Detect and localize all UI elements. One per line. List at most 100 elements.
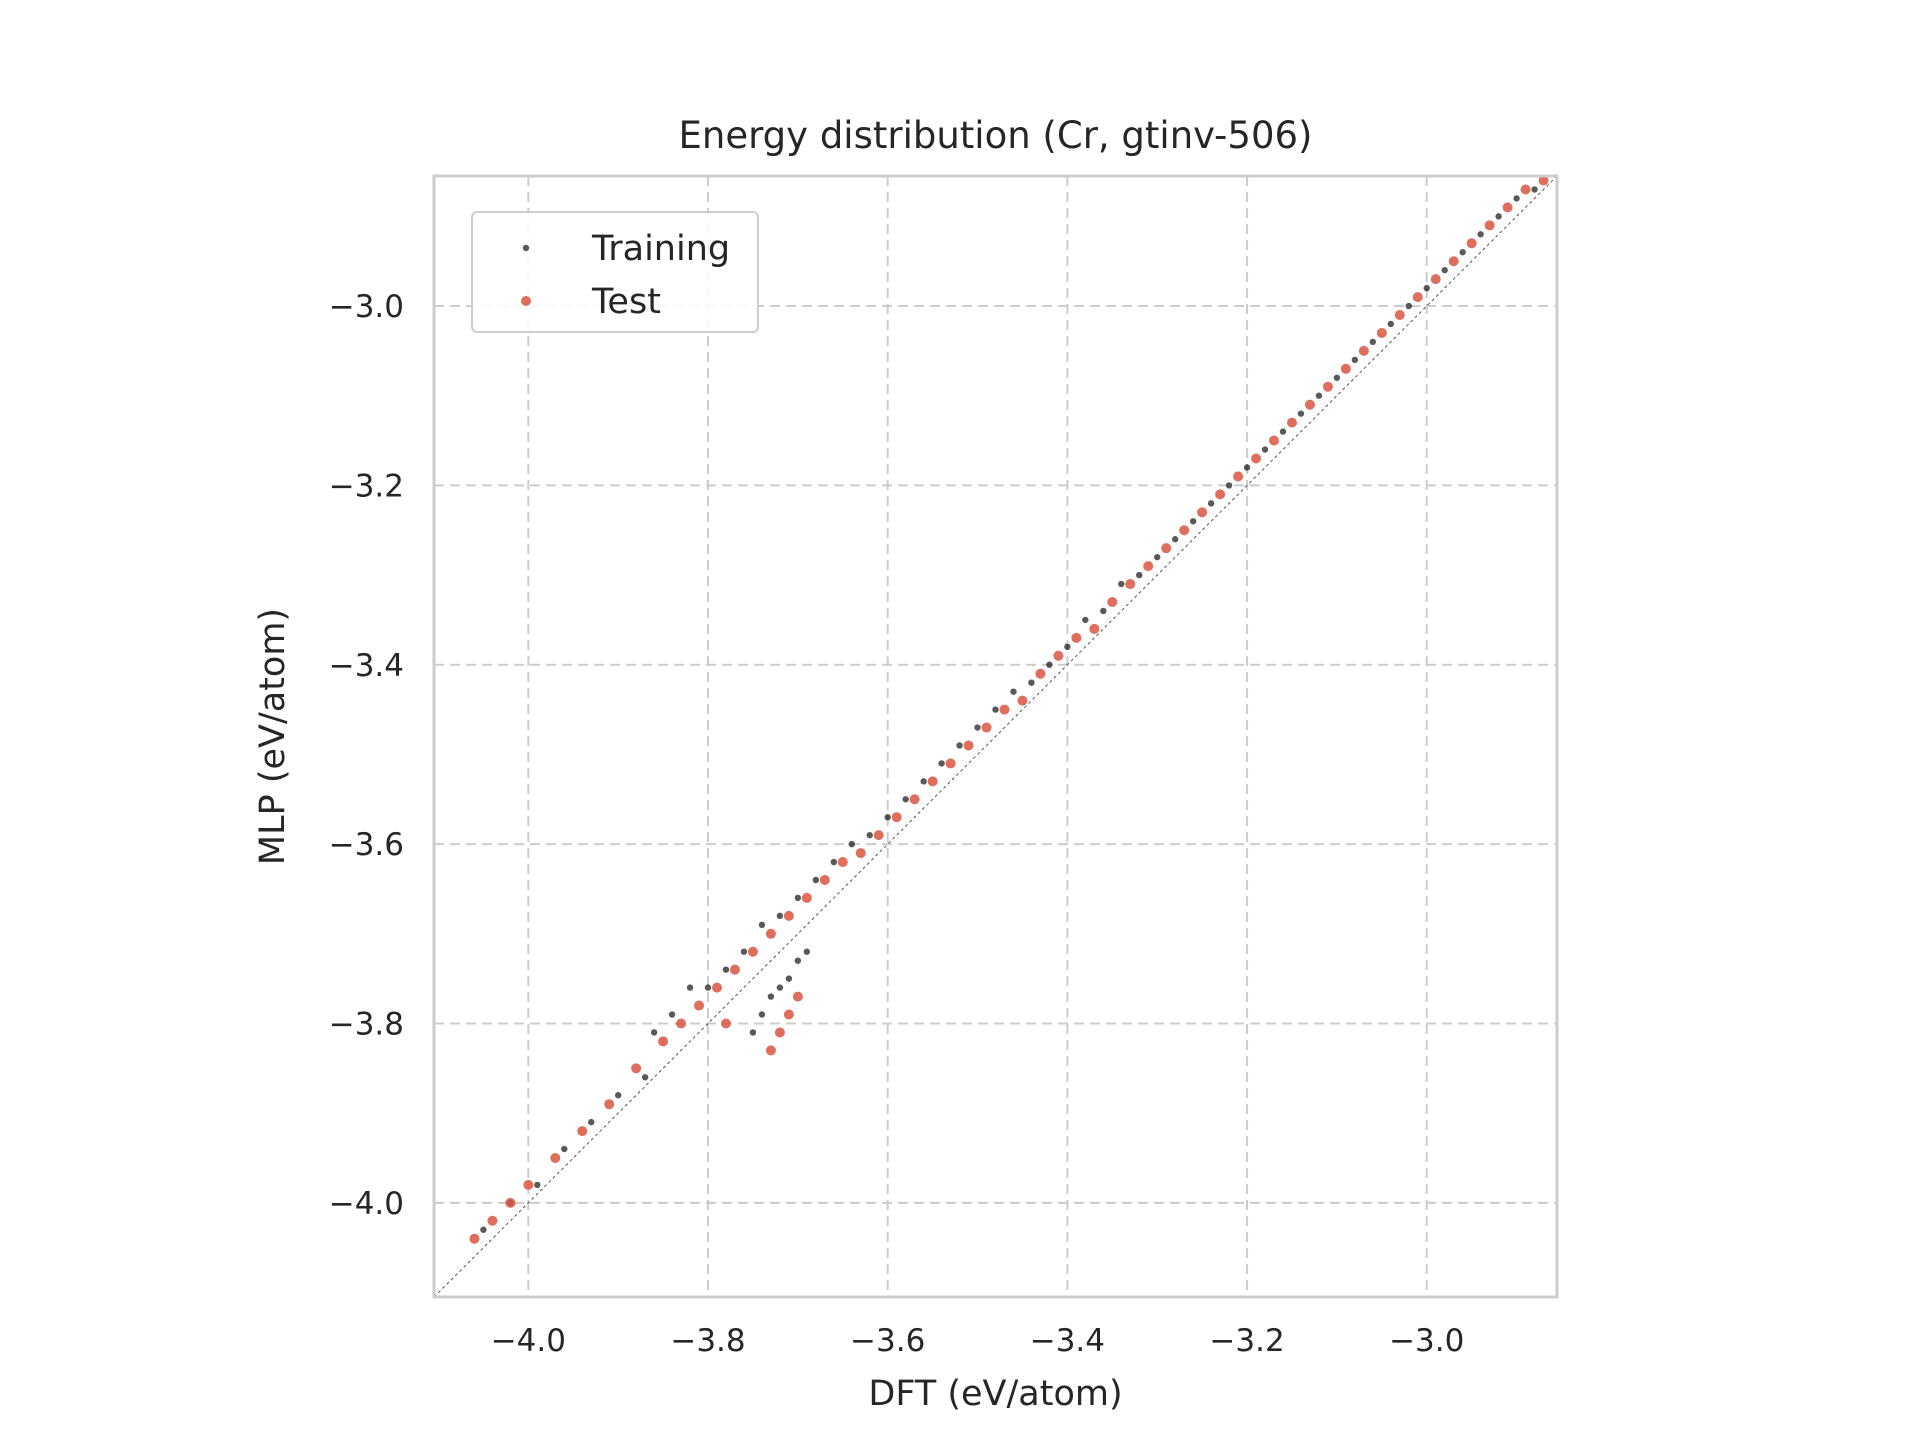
training-point	[767, 993, 775, 1000]
test-point	[1466, 238, 1477, 249]
training-point	[902, 796, 909, 803]
training-point	[686, 984, 694, 991]
training-point	[1046, 661, 1053, 668]
training-point	[758, 1011, 766, 1018]
test-point	[550, 1152, 561, 1163]
training-point	[668, 1011, 676, 1018]
training-point	[704, 984, 712, 991]
test-point	[523, 1179, 534, 1190]
training-point	[1100, 607, 1107, 615]
training-point	[776, 984, 784, 991]
legend-marker-training	[522, 244, 530, 252]
test-point	[1502, 202, 1513, 213]
test-point	[694, 1000, 705, 1011]
test-point	[1161, 543, 1172, 554]
y-tick-label: −4.0	[329, 1186, 404, 1222]
test-point	[774, 1027, 785, 1038]
training-point	[758, 921, 766, 929]
training-point	[803, 948, 811, 955]
x-tick-label: −3.2	[1209, 1323, 1284, 1359]
test-point	[1340, 363, 1351, 374]
test-point	[1125, 579, 1136, 590]
x-tick-label: −3.6	[850, 1323, 925, 1359]
test-point	[783, 910, 794, 921]
training-point	[1261, 446, 1269, 453]
test-point	[631, 1063, 642, 1074]
training-point	[1423, 284, 1430, 292]
training-point	[1513, 195, 1520, 202]
training-point	[1243, 464, 1251, 471]
test-point	[1286, 417, 1297, 428]
y-tick-label: −3.6	[329, 827, 404, 863]
training-point	[1459, 249, 1466, 256]
training-point	[1171, 536, 1179, 543]
test-point	[676, 1018, 687, 1029]
training-point	[776, 912, 784, 920]
reference-line	[433, 175, 1558, 1298]
legend: Training Test	[471, 211, 759, 333]
test-point	[1179, 525, 1190, 536]
training-point	[1369, 338, 1377, 346]
training-point	[588, 1118, 595, 1126]
training-point	[534, 1181, 541, 1189]
test-point	[891, 812, 902, 823]
training-point	[1387, 320, 1394, 328]
training-point	[848, 840, 855, 848]
training-point	[650, 1029, 658, 1036]
test-point	[765, 1045, 776, 1056]
x-tick-label: −3.0	[1389, 1323, 1464, 1359]
test-point	[469, 1233, 480, 1244]
x-tick-labels: −4.0 −3.8 −3.6 −3.4 −3.2 −3.0	[491, 1323, 1465, 1359]
grid	[434, 176, 1557, 1297]
x-tick-label: −3.4	[1030, 1323, 1105, 1359]
test-point	[819, 874, 830, 885]
legend-box	[471, 211, 759, 333]
test-point	[720, 1018, 731, 1029]
training-point	[1207, 500, 1215, 507]
test-point	[963, 740, 974, 751]
test-point	[981, 722, 992, 733]
training-point	[1028, 679, 1035, 686]
legend-marker-test	[521, 296, 531, 306]
training-point	[1477, 231, 1484, 238]
test-point	[1251, 453, 1262, 464]
test-point	[729, 964, 740, 975]
x-tick-label: −3.8	[670, 1323, 745, 1359]
test-point	[1412, 292, 1423, 303]
test-point	[801, 892, 812, 903]
training-point	[1495, 213, 1502, 220]
chart-title: Energy distribution (Cr, gtinv-506)	[679, 114, 1313, 157]
test-point	[1035, 668, 1046, 679]
training-point	[1405, 302, 1412, 310]
training-point	[1441, 266, 1448, 274]
training-point	[722, 966, 730, 973]
training-point	[884, 814, 891, 821]
training-point	[974, 724, 981, 731]
training-point	[1064, 643, 1071, 651]
training-point	[812, 876, 820, 884]
test-point	[945, 758, 956, 769]
test-point	[711, 982, 722, 993]
training-point	[830, 858, 837, 866]
y-tick-labels: −4.0 −3.8 −3.6 −3.4 −3.2 −3.0	[329, 289, 404, 1222]
test-point	[1538, 175, 1549, 186]
training-point	[561, 1145, 568, 1153]
training-point	[1118, 580, 1125, 588]
training-point	[920, 778, 927, 785]
training-point	[480, 1226, 487, 1233]
test-point	[855, 848, 866, 859]
training-point	[1136, 571, 1143, 579]
training-point	[992, 706, 999, 713]
training-point	[1351, 356, 1359, 364]
training-point	[1333, 374, 1341, 381]
test-point	[1430, 274, 1441, 285]
test-point	[909, 794, 920, 805]
training-point	[1531, 186, 1538, 193]
test-point	[604, 1099, 615, 1110]
training-point	[866, 831, 873, 839]
training-point	[1279, 428, 1287, 435]
test-point	[837, 857, 848, 868]
test-point	[1394, 310, 1405, 321]
training-point	[794, 957, 802, 964]
test-point	[577, 1126, 588, 1137]
